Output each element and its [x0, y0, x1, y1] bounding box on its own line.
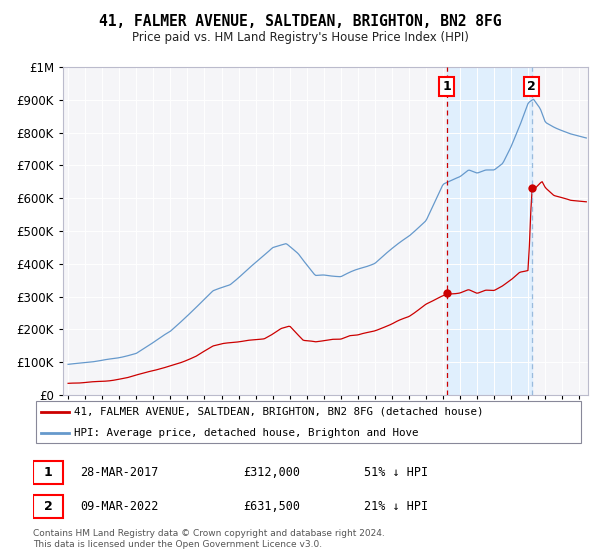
FancyBboxPatch shape [36, 401, 581, 444]
Text: 28-MAR-2017: 28-MAR-2017 [80, 466, 158, 479]
Text: 41, FALMER AVENUE, SALTDEAN, BRIGHTON, BN2 8FG (detached house): 41, FALMER AVENUE, SALTDEAN, BRIGHTON, B… [74, 407, 484, 417]
Text: Contains HM Land Registry data © Crown copyright and database right 2024.
This d: Contains HM Land Registry data © Crown c… [33, 529, 385, 549]
Text: 2: 2 [44, 500, 52, 513]
Text: 1: 1 [44, 466, 52, 479]
Text: £312,000: £312,000 [243, 466, 300, 479]
Text: Price paid vs. HM Land Registry's House Price Index (HPI): Price paid vs. HM Land Registry's House … [131, 31, 469, 44]
Text: HPI: Average price, detached house, Brighton and Hove: HPI: Average price, detached house, Brig… [74, 428, 419, 438]
Text: 09-MAR-2022: 09-MAR-2022 [80, 500, 158, 513]
FancyBboxPatch shape [33, 461, 64, 483]
Text: 1: 1 [442, 80, 451, 94]
Text: 51% ↓ HPI: 51% ↓ HPI [364, 466, 428, 479]
Text: 2: 2 [527, 80, 536, 94]
Text: 21% ↓ HPI: 21% ↓ HPI [364, 500, 428, 513]
FancyBboxPatch shape [33, 495, 64, 517]
Text: £631,500: £631,500 [243, 500, 300, 513]
Text: 41, FALMER AVENUE, SALTDEAN, BRIGHTON, BN2 8FG: 41, FALMER AVENUE, SALTDEAN, BRIGHTON, B… [99, 14, 501, 29]
Bar [447, 67, 532, 395]
